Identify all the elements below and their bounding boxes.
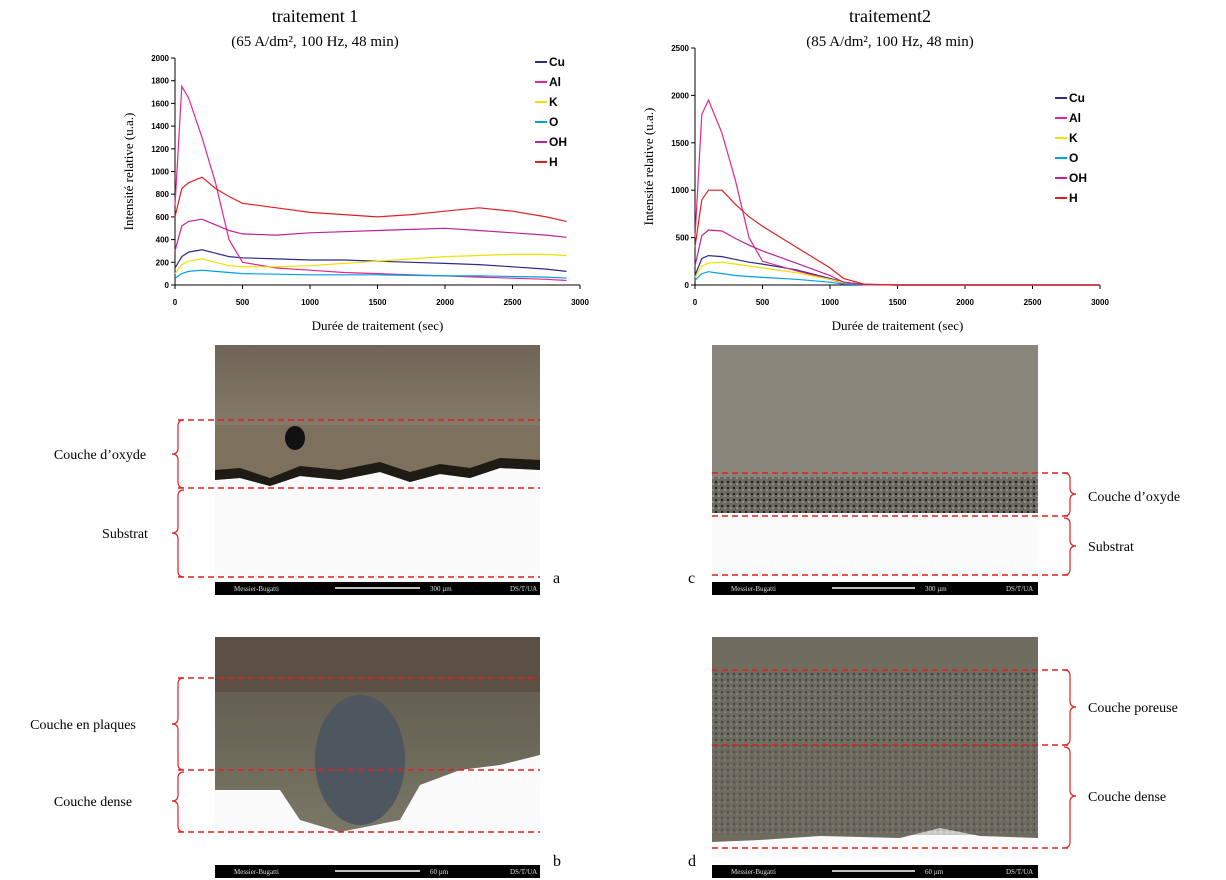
scale-bars: Messier-Bugatti 300 µm DS/T/UA Messier-B… — [234, 585, 1033, 876]
y-tick-label: 1000 — [151, 168, 169, 177]
brand: Messier-Bugatti — [731, 585, 776, 593]
y-tick-label: 0 — [685, 281, 690, 290]
series-line — [174, 218, 567, 252]
annotations — [171, 419, 1077, 849]
layer-label: Substrat — [102, 527, 148, 542]
x-tick-label: 0 — [693, 298, 698, 307]
brand: Messier-Bugatti — [731, 868, 776, 876]
x-tick-label: 2500 — [1024, 298, 1042, 307]
x-tick-label: 3000 — [1091, 298, 1109, 307]
legend-label: OH — [1069, 171, 1087, 185]
scale-label: 60 µm — [430, 868, 449, 876]
legend-label: H — [1069, 191, 1078, 205]
y-tick-label: 600 — [156, 213, 170, 222]
legend-label: K — [549, 95, 558, 109]
micrograph-a — [215, 345, 540, 595]
y-tick-label: 2500 — [671, 44, 689, 53]
x-axis-label: Durée de traitement (sec) — [832, 318, 964, 333]
layer-label: Substrat — [1088, 540, 1134, 555]
layer-label: Couche d’oxyde — [54, 448, 146, 463]
y-tick-label: 1600 — [151, 99, 169, 108]
x-tick-label: 1500 — [369, 298, 387, 307]
series-line — [174, 176, 567, 222]
y-tick-label: 500 — [676, 234, 690, 243]
code: DS/T/UA — [1006, 585, 1033, 593]
series-line — [694, 189, 1100, 286]
x-tick-label: 2000 — [436, 298, 454, 307]
y-tick-label: 1000 — [671, 186, 689, 195]
y-tick-label: 2000 — [151, 54, 169, 63]
series-line — [694, 271, 1100, 286]
panel-letter: a — [553, 570, 560, 587]
series-line — [694, 261, 1100, 286]
y-tick-label: 800 — [156, 190, 170, 199]
series-line — [174, 253, 567, 274]
y-axis-label: Intensité relative (u.a.) — [641, 108, 656, 226]
series-line — [694, 254, 1100, 286]
y-tick-label: 200 — [156, 258, 170, 267]
series-line — [174, 249, 567, 272]
x-tick-label: 1500 — [889, 298, 907, 307]
x-tick-label: 2500 — [504, 298, 522, 307]
y-tick-label: 1800 — [151, 77, 169, 86]
x-tick-label: 500 — [236, 298, 250, 307]
legend-label: O — [549, 115, 558, 129]
panel-letter: c — [688, 570, 695, 587]
layer-label: Couche en plaques — [30, 718, 136, 733]
x-tick-label: 1000 — [821, 298, 839, 307]
x-tick-label: 3000 — [571, 298, 589, 307]
micrograph-c — [712, 345, 1038, 595]
series-line — [174, 84, 567, 282]
y-tick-label: 0 — [165, 281, 170, 290]
panel-letter: d — [688, 853, 696, 870]
legend-label: Al — [1069, 111, 1081, 125]
x-tick-label: 2000 — [956, 298, 974, 307]
layer-label: Couche poreuse — [1088, 701, 1178, 716]
x-tick-label: 0 — [173, 298, 178, 307]
y-tick-label: 1500 — [671, 139, 689, 148]
panel-labels: Couche d’oxyde Substrat a Couche d’oxyde… — [30, 448, 1180, 870]
x-tick-label: 500 — [756, 298, 770, 307]
chart-subtitle: (85 A/dm², 100 Hz, 48 min) — [806, 34, 973, 50]
layer-label: Couche dense — [1088, 790, 1166, 805]
panel-letter: b — [553, 853, 561, 870]
y-axis-label: Intensité relative (u.a.) — [121, 113, 136, 231]
series-line — [694, 98, 1100, 286]
micrograph-d — [712, 637, 1038, 878]
scale-label: 300 µm — [430, 585, 452, 593]
y-tick-label: 400 — [156, 236, 170, 245]
brand: Messier-Bugatti — [234, 868, 279, 876]
micrograph-b — [215, 637, 540, 878]
code: DS/T/UA — [510, 868, 537, 876]
chart-title: traitement2 — [849, 6, 931, 26]
x-tick-label: 1000 — [301, 298, 319, 307]
code: DS/T/UA — [1006, 868, 1033, 876]
legend-label: Cu — [1069, 91, 1085, 105]
legend-label: H — [549, 155, 558, 169]
legend-label: Al — [549, 75, 561, 89]
scale-label: 300 µm — [925, 585, 947, 593]
chart-title: traitement 1 — [272, 6, 358, 26]
y-tick-label: 2000 — [671, 91, 689, 100]
x-axis-label: Durée de traitement (sec) — [312, 318, 444, 333]
y-tick-label: 1400 — [151, 122, 169, 131]
chart-subtitle: (65 A/dm², 100 Hz, 48 min) — [231, 34, 398, 50]
legend-label: OH — [549, 135, 567, 149]
series-line — [174, 269, 567, 279]
legend-label: K — [1069, 131, 1078, 145]
layer-label: Couche dense — [54, 795, 132, 810]
code: DS/T/UA — [510, 585, 537, 593]
layer-label: Couche d’oxyde — [1088, 490, 1180, 505]
brand: Messier-Bugatti — [234, 585, 279, 593]
y-tick-label: 1200 — [151, 145, 169, 154]
legend-label: O — [1069, 151, 1078, 165]
legend-label: Cu — [549, 55, 565, 69]
scale-label: 60 µm — [925, 868, 944, 876]
